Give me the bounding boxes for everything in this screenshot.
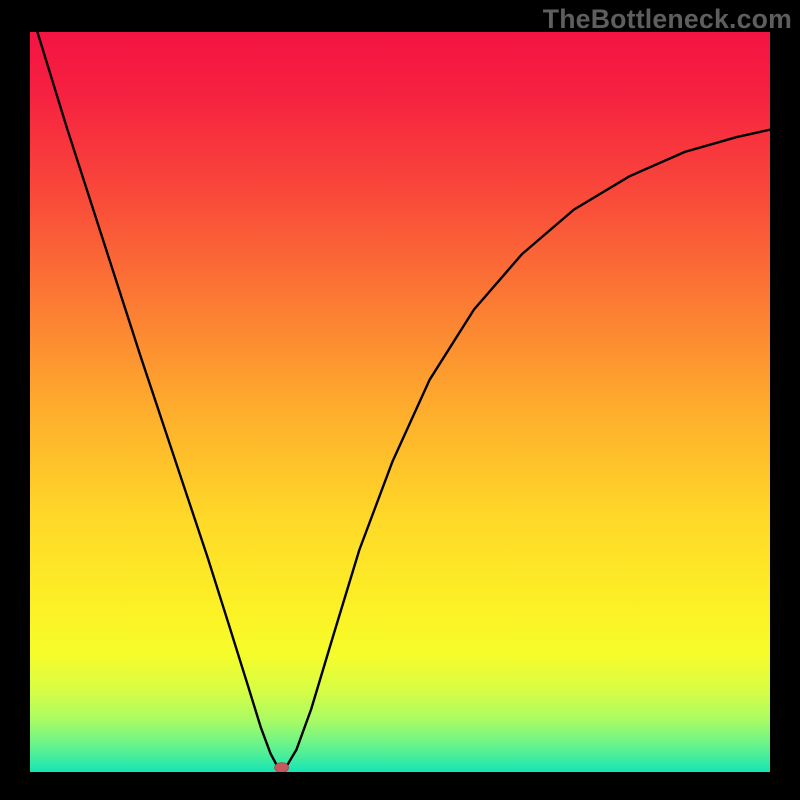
optimal-marker bbox=[275, 763, 289, 772]
bottleneck-plot-svg bbox=[30, 32, 770, 772]
chart-canvas: TheBottleneck.com bbox=[0, 0, 800, 800]
bottleneck-plot bbox=[30, 32, 770, 772]
gradient-background bbox=[30, 32, 770, 772]
watermark-text: TheBottleneck.com bbox=[543, 4, 792, 35]
